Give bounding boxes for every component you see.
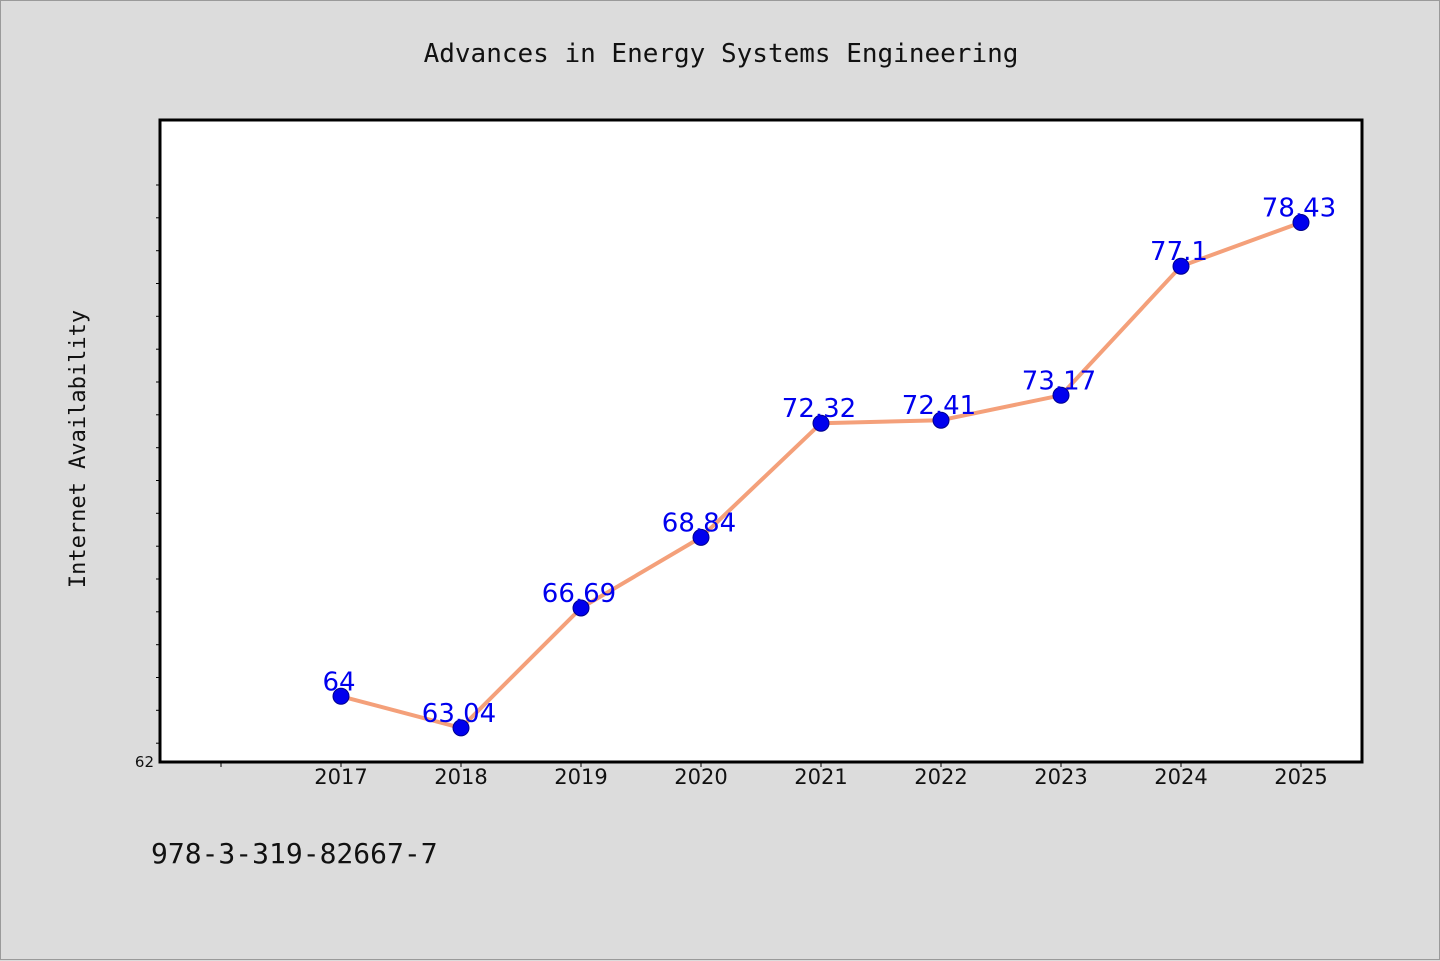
data-label: 68.84 — [662, 508, 736, 538]
data-label: 64 — [322, 667, 355, 697]
y-tick-label: 62 — [135, 753, 154, 771]
x-tick-label: 2019 — [554, 765, 607, 789]
data-point-marker — [932, 411, 950, 429]
data-labels: 64 63.04 66.69 68.84 72.32 72.41 73.17 77.1 78.4… — [322, 194, 1336, 729]
x-tick-label: 2023 — [1034, 765, 1087, 789]
data-label: 78.43 — [1262, 194, 1336, 224]
data-point-marker — [1172, 257, 1190, 275]
data-point-marker — [452, 719, 470, 737]
data-point-marker — [572, 599, 590, 617]
data-point-markers — [332, 214, 1310, 737]
data-point-marker — [332, 687, 350, 705]
x-tick-label: 2020 — [674, 765, 727, 789]
data-point-marker — [812, 414, 830, 432]
data-label: 72.32 — [782, 394, 856, 424]
x-tick-label: 2017 — [314, 765, 367, 789]
x-tick-label: 2018 — [434, 765, 487, 789]
x-tick-label: 2025 — [1274, 765, 1327, 789]
y-axis-label: Internet Availability — [66, 310, 91, 588]
data-point-marker — [1052, 386, 1070, 404]
data-label: 73.17 — [1022, 366, 1096, 396]
data-label: 77.1 — [1150, 237, 1208, 267]
chart-title: Advances in Energy Systems Engineering — [424, 39, 1019, 69]
x-axis-ticks: 2017 2018 2019 2020 2021 2022 2023 2024 2025 — [220, 762, 1328, 789]
data-point-marker — [692, 528, 710, 546]
x-tick-label: 2021 — [794, 765, 847, 789]
y-axis-ticks: 62 — [135, 184, 160, 771]
data-point-marker — [1292, 214, 1310, 231]
plot-area — [158, 118, 1364, 764]
data-label: 72.41 — [902, 391, 976, 421]
x-tick-label: 2024 — [1154, 765, 1207, 789]
x-tick-label: 2022 — [914, 765, 967, 789]
data-label: 63.04 — [422, 699, 496, 729]
footer-isbn: 978-3-319-82667-7 — [151, 837, 438, 870]
data-label: 66.69 — [542, 579, 616, 609]
